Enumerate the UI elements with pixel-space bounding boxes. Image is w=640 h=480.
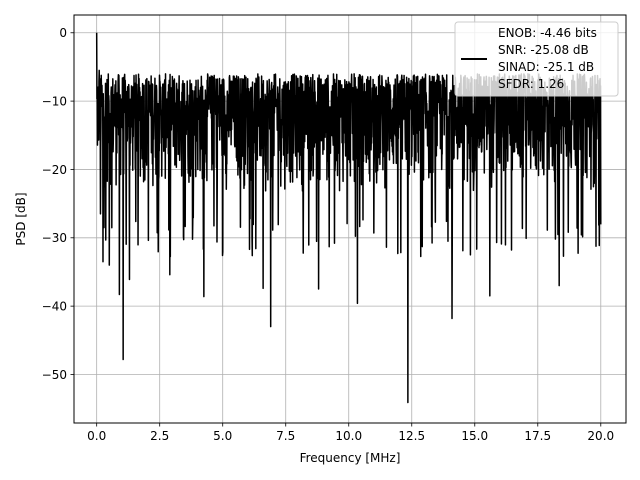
x-tick-label: 12.5 [398,429,425,443]
x-axis-ticks: 0.0 2.5 5.0 7.5 10.0 12.5 15.0 17.5 20.0 [87,423,614,443]
x-tick-label: 0.0 [87,429,106,443]
y-tick-label: −40 [42,299,67,313]
legend-text-sinad: SINAD: -25.1 dB [498,60,594,74]
legend-box [454,21,619,97]
psd-series-line [95,32,602,404]
series-layer [95,32,602,404]
x-tick-label: 20.0 [587,429,614,443]
y-axis-label: PSD [dB] [14,192,28,245]
x-tick-label: 5.0 [213,429,232,443]
legend-text-snr: SNR: -25.08 dB [498,43,589,57]
legend-text-enob: ENOB: -4.46 bits [498,26,597,40]
x-tick-label: 10.0 [335,429,362,443]
y-tick-label: −50 [42,368,67,382]
x-tick-label: 17.5 [524,429,551,443]
legend: ENOB: -4.46 bits SNR: -25.08 dB SINAD: -… [454,21,619,97]
y-tick-label: −30 [42,231,67,245]
y-tick-label: −10 [42,94,67,108]
x-tick-label: 2.5 [150,429,169,443]
legend-text-sfdr: SFDR: 1.26 [498,77,564,91]
y-axis-ticks: 0 −10 −20 −30 −40 −50 [42,26,74,382]
x-axis-label: Frequency [MHz] [300,451,401,465]
y-tick-label: 0 [59,26,67,40]
x-tick-label: 7.5 [276,429,295,443]
plot-frame [73,14,627,424]
x-tick-label: 15.0 [461,429,488,443]
y-tick-label: −20 [42,163,67,177]
